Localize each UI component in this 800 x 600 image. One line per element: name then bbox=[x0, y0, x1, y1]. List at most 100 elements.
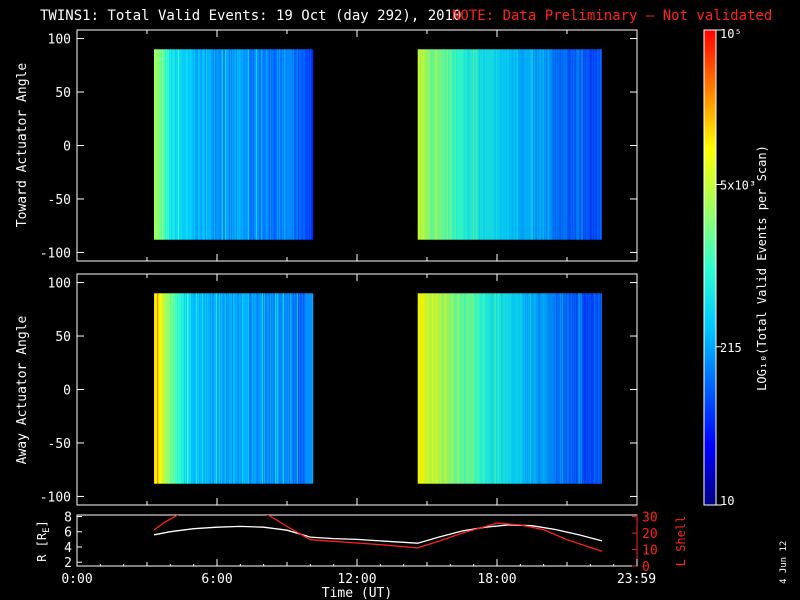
heatmap-column bbox=[303, 293, 305, 484]
heatmap-column bbox=[290, 49, 292, 240]
y-tick-label: 100 bbox=[48, 277, 71, 292]
heatmap-column bbox=[208, 49, 210, 240]
heatmap-column bbox=[571, 293, 573, 484]
heatmap-column bbox=[301, 49, 303, 240]
heatmap-column bbox=[538, 49, 540, 240]
heatmap-column bbox=[158, 293, 160, 484]
y-tick-label: -50 bbox=[48, 193, 71, 208]
heatmap-column bbox=[472, 49, 474, 240]
heatmap-column bbox=[582, 49, 584, 240]
heatmap-column bbox=[245, 49, 247, 240]
heatmap-column bbox=[165, 49, 167, 240]
heatmap-column bbox=[467, 49, 469, 240]
heatmap-column bbox=[518, 49, 520, 240]
heatmap-column bbox=[296, 49, 298, 240]
heatmap-column bbox=[222, 49, 224, 240]
heatmap-column bbox=[468, 293, 470, 484]
heatmap-column bbox=[458, 293, 460, 484]
heatmap-column bbox=[599, 293, 601, 484]
heatmap-column bbox=[198, 293, 200, 484]
heatmap-column bbox=[510, 293, 512, 484]
heatmap-column bbox=[471, 49, 473, 240]
heatmap-column bbox=[552, 49, 554, 240]
heatmap-column bbox=[176, 293, 178, 484]
colorbar-tick-label: 5x10³ bbox=[720, 178, 756, 192]
heatmap-column bbox=[268, 293, 270, 484]
heatmap-column bbox=[216, 293, 218, 484]
heatmap-column bbox=[179, 293, 181, 484]
heatmap-column bbox=[462, 49, 464, 240]
heatmap-column bbox=[555, 293, 557, 484]
heatmap-column bbox=[286, 49, 288, 240]
heatmap-column bbox=[569, 49, 571, 240]
heatmap-column bbox=[459, 293, 461, 484]
heatmap-column bbox=[585, 49, 587, 240]
heatmap-column bbox=[435, 49, 437, 240]
heatmap-column bbox=[275, 49, 277, 240]
heatmap-column bbox=[518, 293, 520, 484]
heatmap-column bbox=[279, 49, 281, 240]
heatmap-column bbox=[298, 49, 300, 240]
heatmap-column bbox=[570, 49, 572, 240]
heatmap-column bbox=[506, 293, 508, 484]
heatmap-column bbox=[181, 49, 183, 240]
heatmap-column bbox=[584, 49, 586, 240]
toward-y-axis: 100 50 0 -50 -100 bbox=[40, 30, 638, 261]
heatmap-column bbox=[160, 49, 162, 240]
heatmap-column bbox=[172, 293, 174, 484]
heatmap-column bbox=[564, 293, 566, 484]
heatmap-column bbox=[447, 49, 449, 240]
heatmap-column bbox=[583, 49, 585, 240]
heatmap-column bbox=[287, 293, 289, 484]
heatmap-column bbox=[211, 293, 213, 484]
heatmap-column bbox=[485, 293, 487, 484]
heatmap-column bbox=[169, 293, 171, 484]
heatmap-column bbox=[282, 293, 284, 484]
heatmap-column bbox=[186, 293, 188, 484]
heatmap-column bbox=[451, 293, 453, 484]
heatmap-column bbox=[553, 49, 555, 240]
away-y-label: Away Actuator Angle bbox=[15, 315, 30, 464]
heatmap-column bbox=[271, 293, 273, 484]
heatmap-column bbox=[507, 49, 509, 240]
heatmap-column bbox=[252, 293, 254, 484]
heatmap-column bbox=[249, 293, 251, 484]
heatmap-column bbox=[475, 49, 477, 240]
heatmap-column bbox=[193, 49, 195, 240]
heatmap-column bbox=[509, 49, 511, 240]
heatmap-column bbox=[590, 293, 592, 484]
heatmap-column bbox=[426, 293, 428, 484]
heatmap-column bbox=[470, 293, 472, 484]
heatmap-column bbox=[441, 49, 443, 240]
heatmap-column bbox=[281, 49, 283, 240]
heatmap-column bbox=[480, 49, 482, 240]
heatmap-column bbox=[567, 49, 569, 240]
heatmap-column bbox=[532, 49, 534, 240]
heatmap-column bbox=[444, 49, 446, 240]
heatmap-column bbox=[236, 49, 238, 240]
heatmap-column bbox=[424, 293, 426, 484]
heatmap-column bbox=[169, 49, 171, 240]
heatmap-column bbox=[213, 49, 215, 240]
heatmap-column bbox=[197, 49, 199, 240]
heatmap-column bbox=[512, 49, 514, 240]
heatmap-column bbox=[493, 49, 495, 240]
l-shell-tick-label: 30 bbox=[642, 511, 658, 526]
heatmap-column bbox=[537, 49, 539, 240]
heatmap-column bbox=[215, 49, 217, 240]
heatmap-column bbox=[417, 293, 419, 484]
heatmap-column bbox=[566, 49, 568, 240]
heatmap-column bbox=[566, 293, 568, 484]
heatmap-column bbox=[295, 49, 297, 240]
heatmap-column bbox=[482, 293, 484, 484]
heatmap-column bbox=[519, 49, 521, 240]
heatmap-column bbox=[544, 49, 546, 240]
heatmap-column bbox=[276, 49, 278, 240]
heatmap-column bbox=[547, 293, 549, 484]
heatmap-column bbox=[438, 49, 440, 240]
heatmap-column bbox=[290, 293, 292, 484]
heatmap-column bbox=[597, 49, 599, 240]
data-preliminary-note: NOTE: Data Preliminary — Not validated bbox=[452, 8, 772, 24]
heatmap-column bbox=[551, 293, 553, 484]
heatmap-column bbox=[467, 293, 469, 484]
